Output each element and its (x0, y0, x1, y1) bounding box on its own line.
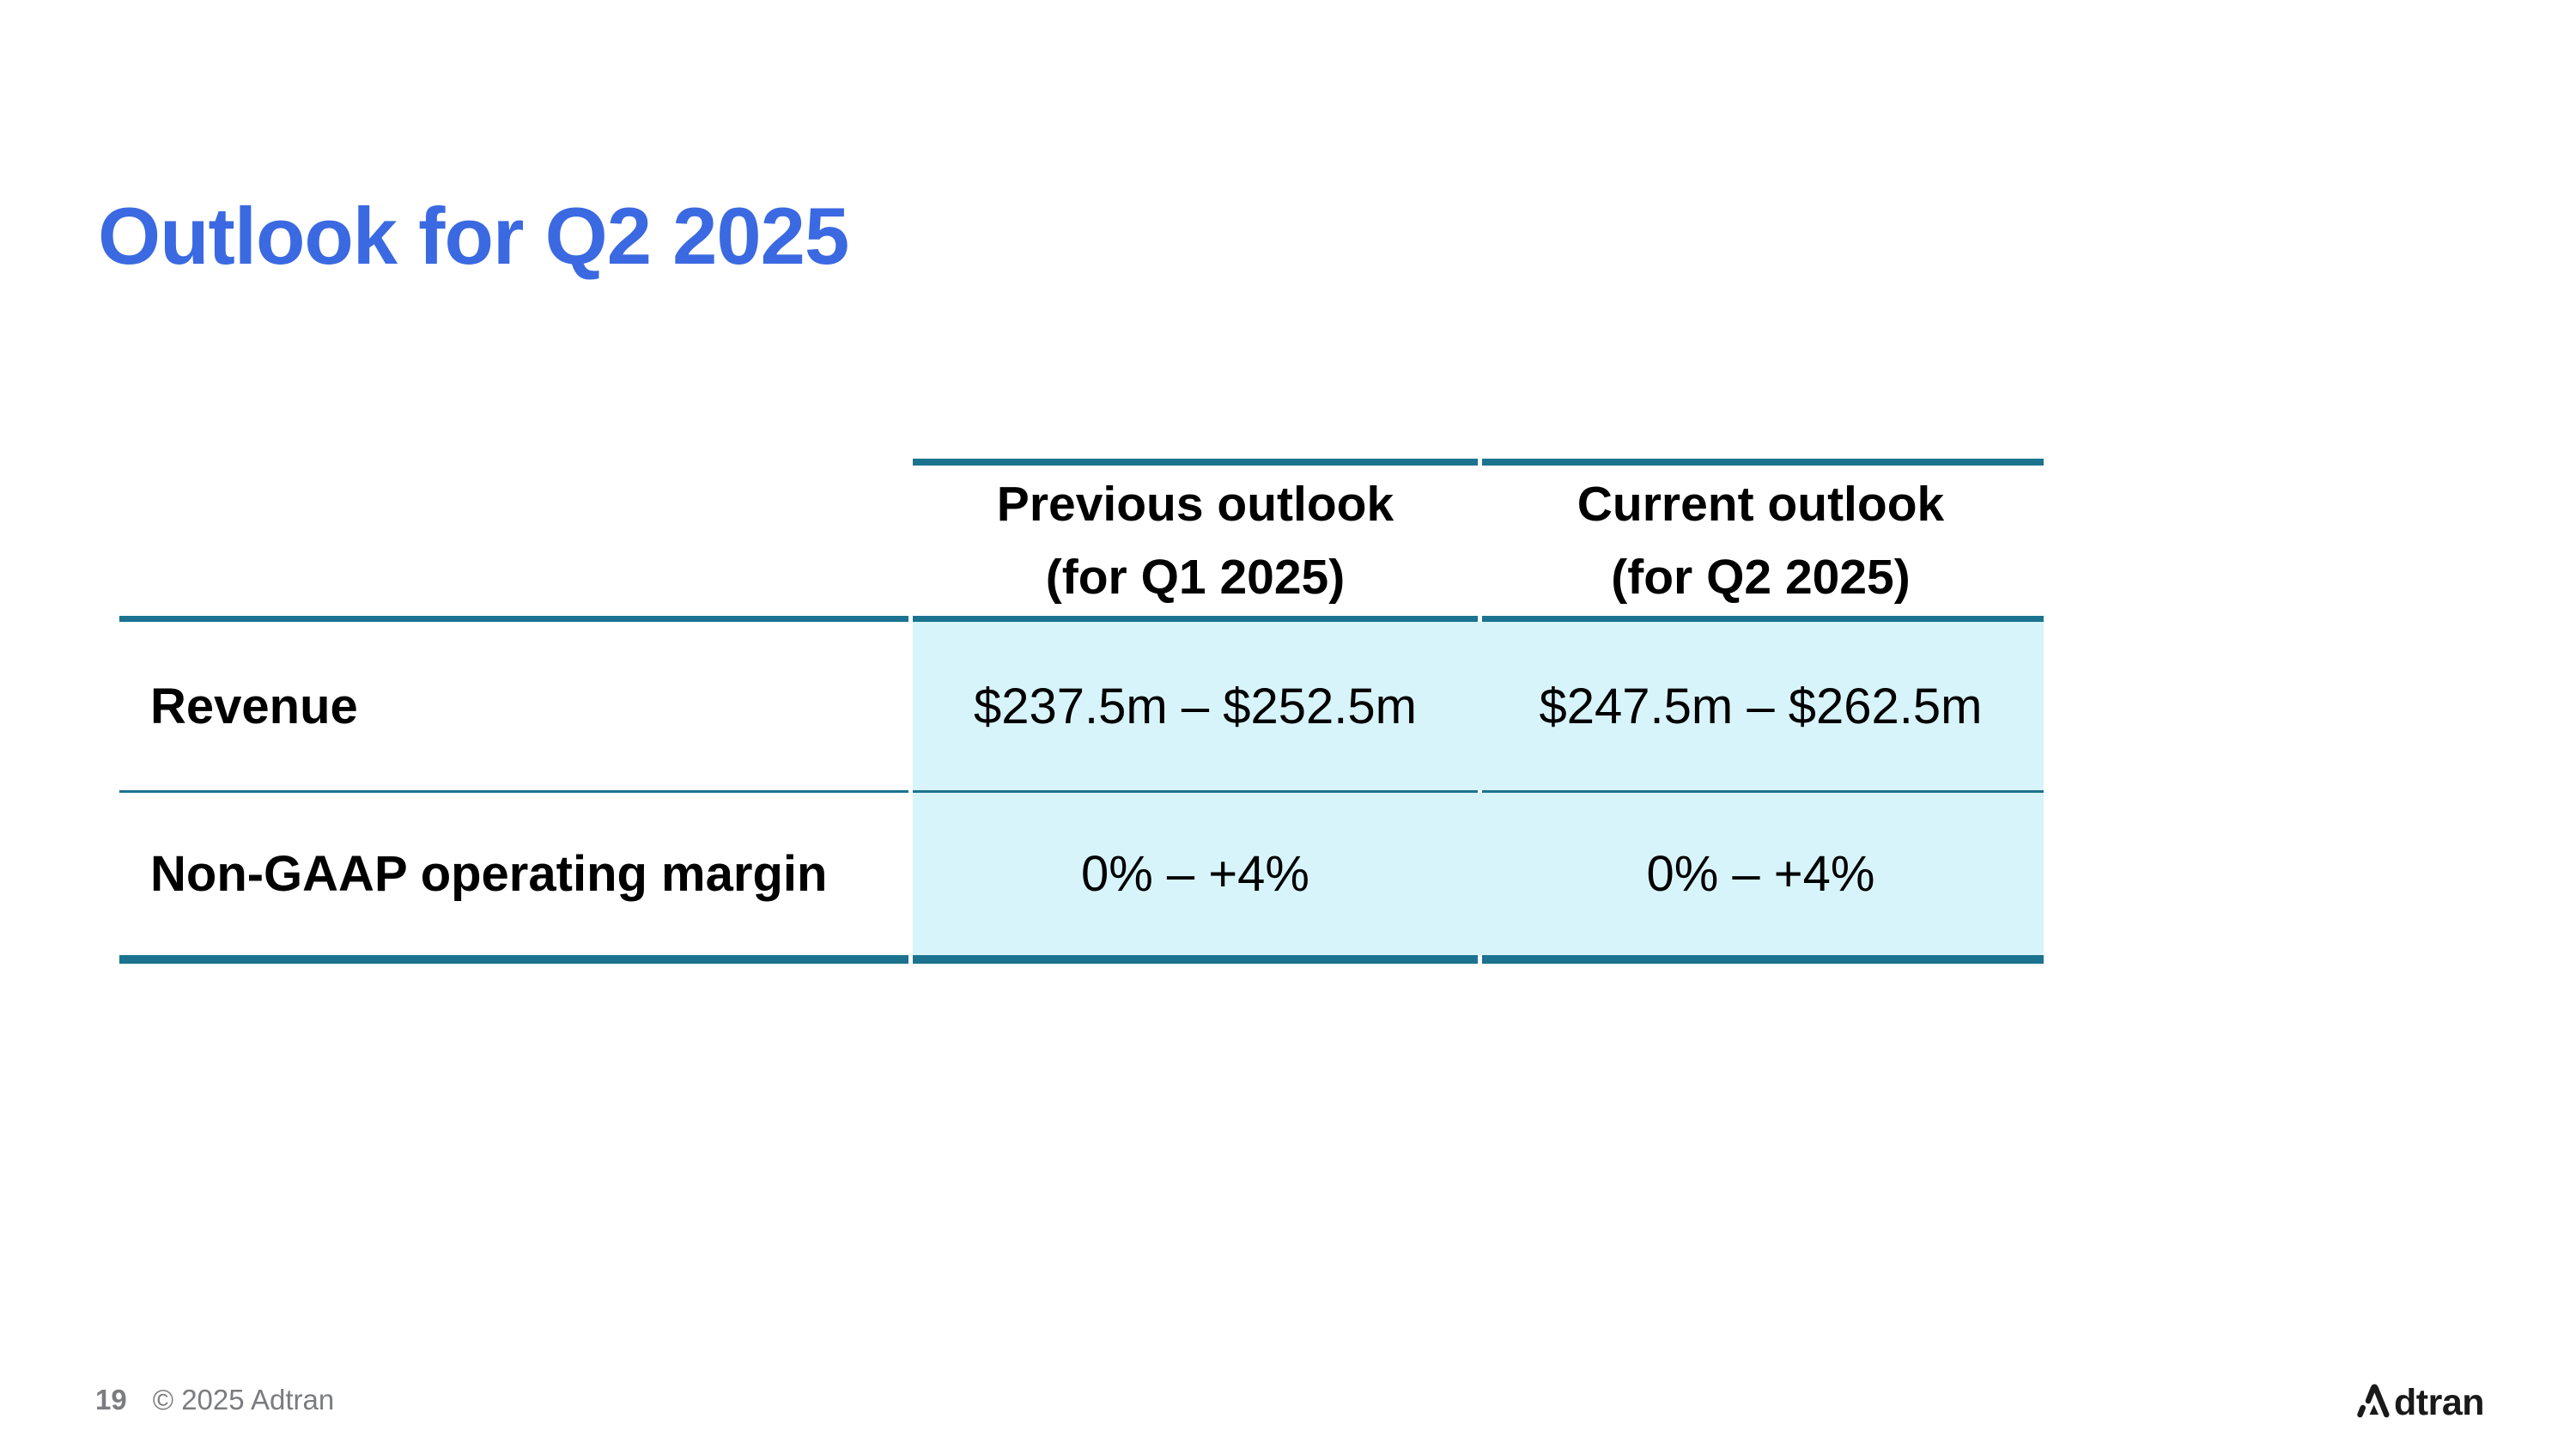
row-label: Non-GAAP operating margin (119, 793, 913, 955)
adtran-logo-icon: dtran (2357, 1382, 2485, 1419)
table-top-border-row (119, 459, 2044, 466)
column-header-line1: Current outlook (1577, 477, 1945, 533)
table-bottom-border (119, 955, 2044, 964)
border-gap (908, 955, 913, 964)
column-header-line1: Previous outlook (996, 477, 1394, 533)
header-spacer-cell (119, 466, 913, 616)
column-header-previous-outlook: Previous outlook (for Q1 2025) (913, 466, 1478, 616)
header-bottom-border (119, 616, 2044, 622)
column-header-current-outlook: Current outlook (for Q2 2025) (1478, 466, 2044, 616)
outlook-table: Previous outlook (for Q1 2025) Current o… (119, 459, 2044, 964)
table-row-operating-margin: Non-GAAP operating margin 0% – +4% 0% – … (119, 793, 2044, 955)
border-gap (908, 616, 913, 622)
border-gap (1478, 616, 1482, 622)
border-gap (1478, 955, 1482, 964)
table-row-revenue: Revenue $237.5m – $252.5m $247.5m – $262… (119, 622, 2044, 790)
adtran-logo: dtran (2356, 1379, 2494, 1419)
row-divider (119, 790, 2044, 793)
border-gap (1478, 790, 1482, 793)
border-gap (908, 790, 913, 793)
column-header-line2: (for Q1 2025) (1045, 549, 1346, 605)
logo-wordmark: dtran (2394, 1382, 2484, 1419)
page-number: 19 (95, 1384, 127, 1416)
copyright-text: © 2025 Adtran (152, 1384, 335, 1416)
page-title: Outlook for Q2 2025 (98, 190, 849, 281)
row-value-current: 0% – +4% (1478, 793, 2044, 955)
header-row: Previous outlook (for Q1 2025) Current o… (119, 466, 2044, 616)
row-value-current: $247.5m – $262.5m (1478, 622, 2044, 790)
row-label: Revenue (119, 622, 913, 790)
row-value-previous: $237.5m – $252.5m (913, 622, 1478, 790)
table-top-border (913, 459, 2044, 466)
border-gap (1478, 459, 1482, 466)
slide-footer: 19 © 2025 Adtran (95, 1384, 334, 1416)
column-header-line2: (for Q2 2025) (1611, 549, 1911, 605)
row-value-previous: 0% – +4% (913, 793, 1478, 955)
